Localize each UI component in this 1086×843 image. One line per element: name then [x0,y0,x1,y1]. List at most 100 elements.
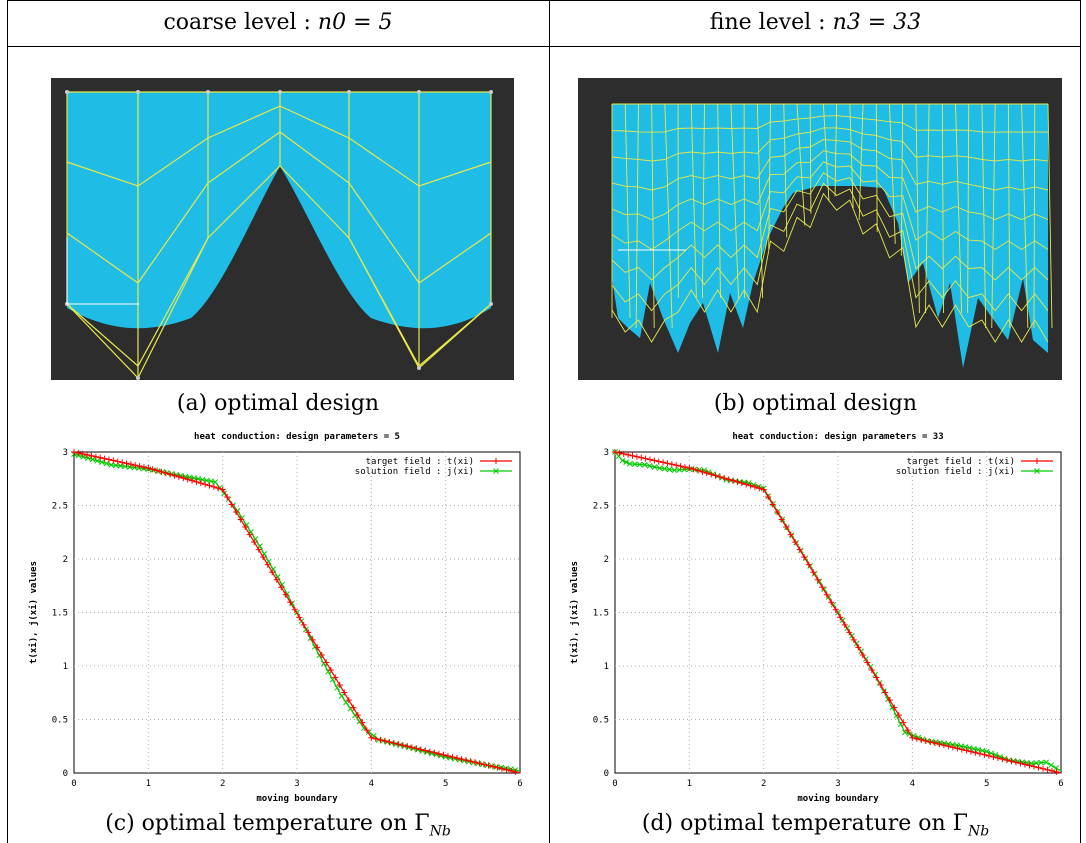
y-axis-label: t(xi), j(xi) values [569,561,580,664]
data-point [92,453,99,460]
data-point [646,456,653,463]
data-point [332,674,339,681]
data-point [787,531,794,538]
data-point [994,755,1001,762]
x-tick-label: 0 [71,779,76,789]
data-point [493,763,500,770]
y-tick-label: 2 [63,555,68,565]
data-point [850,636,857,643]
data-point [359,719,366,726]
y-tick-label: 1.5 [593,609,609,619]
table-header-rule [7,46,1081,47]
data-point [154,467,161,474]
legend-marker [493,468,499,474]
data-point [458,756,465,763]
data-point [305,629,312,636]
data-point [855,644,862,651]
data-point [449,753,456,760]
data-point [101,455,108,462]
data-point [747,482,754,489]
data-point [828,599,835,606]
data-point [489,763,496,770]
data-point [1053,765,1059,771]
y-axis-label: t(xi), j(xi) values [28,561,39,664]
series-markers-target [71,449,519,775]
data-point [162,470,169,477]
y-tick-label: 2 [604,555,609,565]
data-point [444,752,451,759]
data-point [801,554,808,561]
data-point [167,471,174,478]
x-tick-label: 4 [369,779,374,789]
data-point [673,462,680,469]
data-point [175,473,182,480]
data-point [1026,762,1033,769]
data-point [913,735,920,742]
data-point [629,452,636,459]
data-point [1053,768,1060,775]
y-tick-label: 2.5 [593,502,609,512]
data-point [655,458,662,465]
caption-d-text: (d) optimal temperature on Γ [641,811,968,836]
legend-label: target field : t(xi) [366,457,474,467]
data-point [760,486,767,493]
data-point [287,599,294,606]
data-point [769,501,776,508]
data-point [467,758,474,765]
data-point [976,750,983,757]
data-point [471,759,478,766]
x-tick-label: 5 [443,779,448,789]
data-point [633,453,640,460]
header-coarse-level: coarse level : n0 = 5 [7,10,549,35]
data-point [354,712,361,719]
data-point [318,651,325,658]
data-point [395,741,402,748]
data-point [105,456,112,463]
data-point [126,464,133,470]
data-point [1044,766,1051,773]
data-point [641,461,648,468]
y-tick-label: 3 [604,448,609,458]
data-point [462,757,469,764]
data-point [999,756,1006,763]
data-point [712,472,719,479]
chart-title: heat conduction: design parameters = 33 [732,431,943,442]
data-point [642,455,649,462]
data-point [1012,759,1019,766]
data-point [625,451,632,458]
data-point [904,727,911,734]
data-point [136,463,143,470]
data-point [309,636,316,643]
data-point [846,629,853,636]
data-point [97,454,104,461]
data-point [703,470,710,477]
data-point [823,591,830,598]
series-markers-target [612,449,1060,775]
data-point [255,546,262,553]
x-tick-label: 1 [687,779,692,789]
data-point [212,479,219,485]
data-point [832,606,839,613]
header-fine-level: fine level : n3 = 33 [550,10,1081,35]
data-point [1048,762,1054,769]
data-point [368,734,375,741]
data-point [859,651,866,658]
x-tick-label: 6 [517,779,522,789]
data-point [85,455,91,462]
figure-table [7,0,1081,843]
y-tick-label: 0 [63,769,68,779]
data-point [219,486,226,493]
data-point [132,462,139,469]
data-point [84,451,91,458]
data-point [296,614,303,621]
data-point [738,480,745,487]
data-point [140,464,147,471]
data-point [900,719,907,726]
header-fine-prefix: fine level : [709,10,833,35]
data-point [751,483,758,490]
data-point [868,666,875,673]
header-fine-math: n3 = 33 [832,10,922,35]
data-point [345,697,352,704]
data-point [363,727,370,734]
data-point [453,755,460,762]
